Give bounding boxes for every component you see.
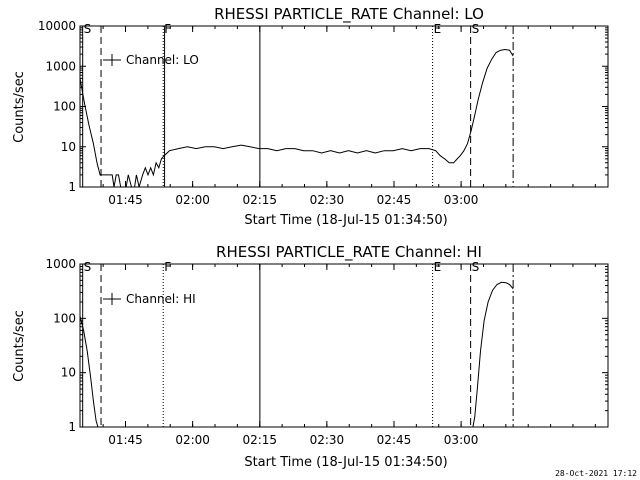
x-tick-label-lo: 01:45 (108, 193, 143, 207)
event-marker-label-lo: S (472, 22, 480, 36)
x-tick-label-lo: 02:00 (175, 193, 210, 207)
event-marker-label-hi: E (434, 260, 442, 274)
x-tick-label-hi: 03:00 (444, 433, 479, 447)
panel-channel-lo: RHESSI PARTICLE_RATE Channel: LO Counts/… (12, 5, 609, 228)
event-marker-label-lo: F (164, 22, 171, 36)
panel-channel-hi: RHESSI PARTICLE_RATE Channel: HI Counts/… (12, 243, 609, 470)
legend-hi: Channel: HI (103, 292, 196, 306)
event-marker-label-hi: S (472, 260, 480, 274)
y-tick-label-lo: 10 (61, 140, 76, 154)
legend-lo: Channel: LO (103, 53, 199, 67)
event-marker-label-lo: E (434, 22, 442, 36)
chart-title-hi: RHESSI PARTICLE_RATE Channel: HI (216, 243, 482, 262)
x-tick-label-hi: 02:00 (175, 433, 210, 447)
event-marker-label-hi: S (84, 260, 92, 274)
data-series-line-lo (79, 48, 514, 188)
y-tick-label-lo: 100 (53, 100, 76, 114)
event-marker-label-lo: S (84, 22, 92, 36)
x-tick-label-hi: 02:45 (377, 433, 412, 447)
data-series-line-hi (79, 281, 514, 428)
plot-frame-lo (79, 25, 609, 188)
y-axis-label-lo: Counts/sec (12, 71, 27, 143)
y-axis-label-hi: Counts/sec (12, 310, 27, 382)
plot-frame-hi (79, 263, 609, 428)
x-tick-label-lo: 02:30 (310, 193, 345, 207)
x-tick-label-hi: 02:15 (242, 433, 277, 447)
y-tick-label-lo: 1000 (45, 59, 76, 73)
x-axis-label-hi: Start Time (18-Jul-15 01:34:50) (244, 455, 447, 470)
y-tick-label-lo: 1 (68, 180, 76, 194)
x-axis-label-lo: Start Time (18-Jul-15 01:34:50) (244, 213, 447, 228)
legend-label-hi: Channel: HI (126, 292, 196, 306)
y-tick-label-hi: 1000 (45, 257, 76, 271)
x-tick-label-hi: 02:30 (310, 433, 345, 447)
x-tick-label-hi: 01:45 (108, 433, 143, 447)
chart-title-lo: RHESSI PARTICLE_RATE Channel: LO (214, 5, 484, 24)
event-marker-label-hi: F (164, 260, 171, 274)
y-tick-label-hi: 10 (61, 366, 76, 380)
y-tick-label-hi: 100 (53, 311, 76, 325)
generated-timestamp: 28-Oct-2021 17:12 (555, 469, 637, 478)
y-tick-label-lo: 10000 (38, 19, 76, 33)
x-tick-label-lo: 02:15 (242, 193, 277, 207)
legend-label-lo: Channel: LO (126, 53, 199, 67)
y-tick-label-hi: 1 (68, 420, 76, 434)
x-tick-label-lo: 02:45 (377, 193, 412, 207)
x-tick-label-lo: 03:00 (444, 193, 479, 207)
